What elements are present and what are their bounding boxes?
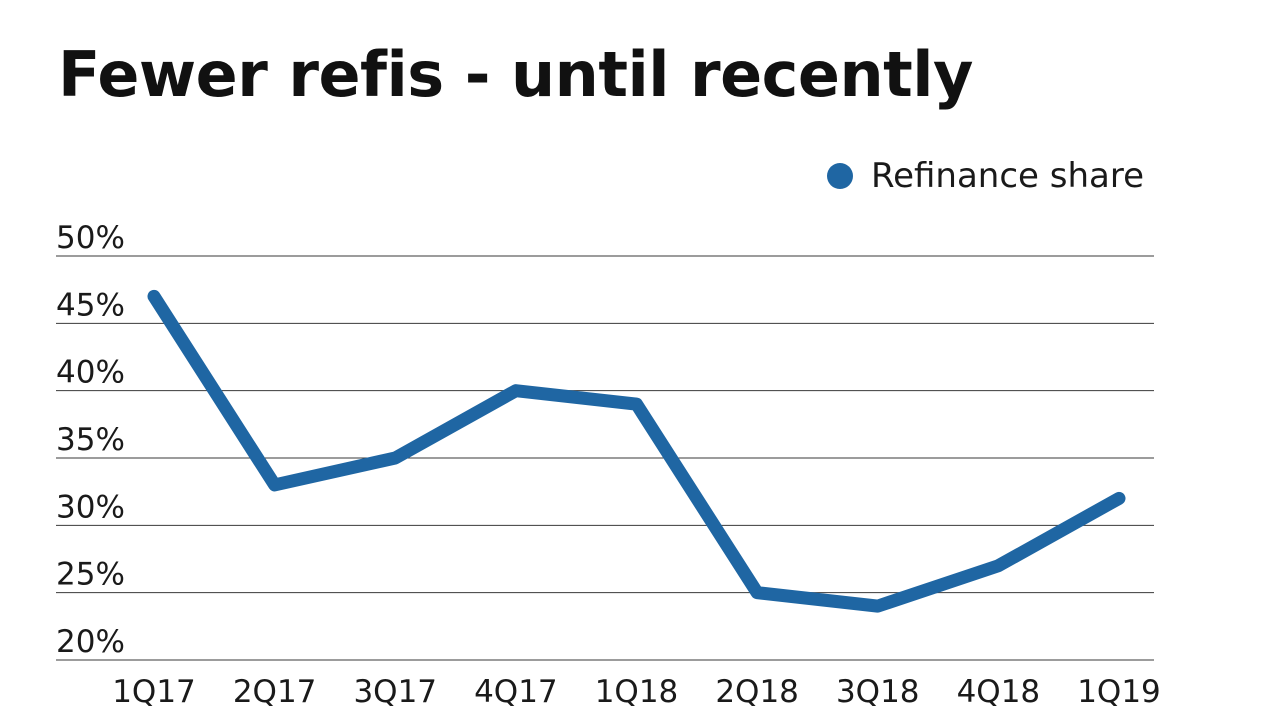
x-tick-label: 1Q19	[1077, 674, 1161, 710]
y-tick-label: 45%	[56, 287, 125, 323]
x-tick-label: 2Q18	[715, 674, 799, 710]
legend-label: Refinance share	[870, 156, 1144, 196]
x-tick-label: 1Q17	[112, 674, 196, 710]
y-tick-label: 50%	[56, 220, 125, 256]
x-tick-label: 3Q17	[353, 674, 437, 710]
series-line-refinance-share	[147, 289, 1126, 613]
y-tick-label: 35%	[56, 422, 125, 458]
x-tick-label: 2Q17	[233, 674, 317, 710]
y-axis-tick-labels: 50% 45% 40% 35% 30% 25% 20%	[56, 220, 125, 660]
x-tick-label: 1Q18	[595, 674, 679, 710]
y-tick-label: 20%	[56, 624, 125, 660]
series-lines	[147, 289, 1126, 613]
x-axis-tick-labels: 1Q17 2Q17 3Q17 4Q17 1Q18 2Q18 3Q18 4Q18 1Q19	[112, 674, 1161, 710]
x-tick-label: 4Q18	[957, 674, 1041, 710]
y-tick-label: 25%	[56, 557, 125, 593]
legend: Refinance share	[826, 156, 1144, 196]
gridlines	[56, 255, 1154, 661]
y-tick-label: 40%	[56, 355, 125, 391]
x-tick-label: 3Q18	[836, 674, 920, 710]
y-tick-label: 30%	[56, 489, 125, 525]
chart-title: Fewer refis - until recently	[58, 38, 973, 111]
x-tick-label: 4Q17	[474, 674, 558, 710]
legend-swatch-icon	[826, 163, 853, 189]
